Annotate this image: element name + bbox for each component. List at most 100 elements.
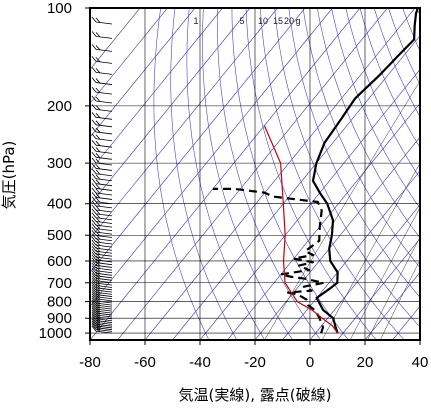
wind-barb-shaft: [95, 144, 113, 148]
wind-barb-flag: [91, 291, 97, 298]
wind-barb-flag: [91, 299, 97, 306]
wind-barb-shaft: [95, 131, 113, 135]
wind-barb-flag: [91, 242, 97, 249]
wind-barbs: [91, 8, 113, 334]
isotherm-line: [199, 69, 420, 340]
mixing-ratio-line: [367, 236, 420, 340]
y-tick-label: 800: [47, 294, 72, 311]
wind-barb-flag: [91, 230, 97, 236]
wind-barb-flag: [95, 255, 101, 261]
wind-barb-flag: [95, 184, 101, 190]
wind-barb-flag: [95, 164, 101, 170]
wind-barb-flag: [95, 261, 101, 267]
wind-barb-shaft: [95, 238, 113, 242]
mixing-ratio-line: [349, 207, 420, 340]
wind-barb-flag: [91, 289, 97, 295]
dry-adiabat-line: [260, 8, 405, 340]
wind-barb-shaft: [95, 244, 113, 248]
wind-barb-shaft: [95, 60, 113, 64]
y-tick-label: 900: [47, 310, 72, 327]
wind-barb-flag: [95, 140, 101, 146]
mixing-ratio-label: 10: [258, 16, 268, 26]
wind-barb-flag: [91, 305, 97, 312]
wind-barb-shaft: [95, 253, 113, 257]
wind-barb-shaft: [95, 277, 113, 281]
wind-barb-flag: [91, 187, 97, 194]
wind-barb-flag: [95, 197, 101, 203]
wind-barb-flag: [91, 200, 97, 207]
wind-barb-flag: [91, 16, 97, 23]
wind-barb-flag: [95, 68, 101, 74]
wind-barb-flag: [91, 248, 97, 255]
wind-barb-flag: [91, 86, 97, 93]
wind-barb-shaft: [95, 21, 113, 25]
wind-barb-flag: [95, 169, 101, 175]
isotherm-line: [254, 136, 420, 340]
wind-barb-shaft: [95, 287, 113, 291]
wind-barb-flag: [91, 95, 97, 102]
wind-barb-flag: [91, 112, 97, 118]
dry-adiabat-line: [217, 8, 321, 340]
wind-barb-flag: [91, 233, 97, 240]
isotherm-line: [90, 8, 251, 206]
wind-barb-flag: [91, 226, 97, 233]
wind-barb-flag: [91, 284, 97, 291]
isotherm-line: [90, 8, 223, 172]
wind-barb-shaft: [95, 310, 113, 314]
wind-barb-flag: [91, 192, 97, 198]
y-tick-label: 400: [47, 196, 72, 213]
wind-barb-flag: [91, 126, 97, 133]
wind-barb-flag: [91, 313, 97, 319]
wind-barb-shaft: [95, 178, 113, 182]
wind-barb-flag: [91, 133, 97, 139]
wind-barb-flag: [95, 266, 101, 272]
dry-adiabat-line: [359, 8, 420, 149]
wind-barb-flag: [95, 179, 101, 185]
wind-barb-flag: [91, 277, 97, 284]
wind-barb-shaft: [95, 308, 113, 312]
wind-barb-flag: [91, 77, 97, 83]
wind-barb-flag: [91, 325, 97, 332]
wind-barb-flag: [91, 293, 97, 300]
x-tick-label: -20: [244, 354, 266, 371]
wind-barb-flag: [95, 205, 101, 211]
wind-barb-shaft: [95, 224, 113, 228]
wind-barb-flag: [91, 157, 97, 164]
wind-barb-shaft: [95, 162, 113, 166]
wind-barb-flag: [95, 87, 101, 93]
wind-barb-shaft: [95, 116, 113, 120]
wind-barb-flag: [95, 158, 101, 164]
wind-barb-shaft: [95, 275, 113, 279]
isotherm-line: [90, 8, 141, 70]
dry-adiabat-line: [317, 8, 420, 239]
wind-barb-shaft: [95, 213, 113, 217]
wind-barb-shaft: [95, 201, 113, 205]
isotherm-line: [419, 339, 420, 340]
x-axis-title: 気温(実線), 露点(破線): [179, 386, 332, 404]
wind-barb-flag: [91, 280, 97, 286]
wind-barb-flag: [95, 252, 101, 258]
wind-barb-flag: [91, 262, 97, 269]
wind-barb-flag: [95, 120, 101, 126]
wind-barb-shaft: [95, 221, 113, 224]
wind-barb-flag: [91, 295, 97, 302]
wind-barb-shaft: [95, 267, 113, 271]
dry-adiabat-line: [170, 8, 238, 340]
wind-barb-shaft: [95, 323, 113, 327]
isotherm-line: [90, 8, 361, 340]
dewpoint-profile-line: [212, 187, 325, 334]
wind-barb-flag: [95, 105, 101, 111]
x-tick-label: 0: [306, 354, 314, 371]
wind-barb-flag: [91, 318, 97, 325]
wind-barb-flag: [91, 219, 97, 226]
mixing-ratio-line: [321, 162, 420, 340]
wind-barb-shaft: [95, 330, 113, 334]
wind-barb-shaft: [95, 247, 113, 251]
wind-barb-shaft: [95, 197, 113, 200]
mixing-ratio-label: 15: [273, 16, 283, 26]
wind-barb-flag: [91, 315, 97, 321]
isotherm-line: [364, 271, 420, 340]
wind-barb-shaft: [95, 316, 113, 320]
wind-barb-shaft: [95, 217, 113, 221]
